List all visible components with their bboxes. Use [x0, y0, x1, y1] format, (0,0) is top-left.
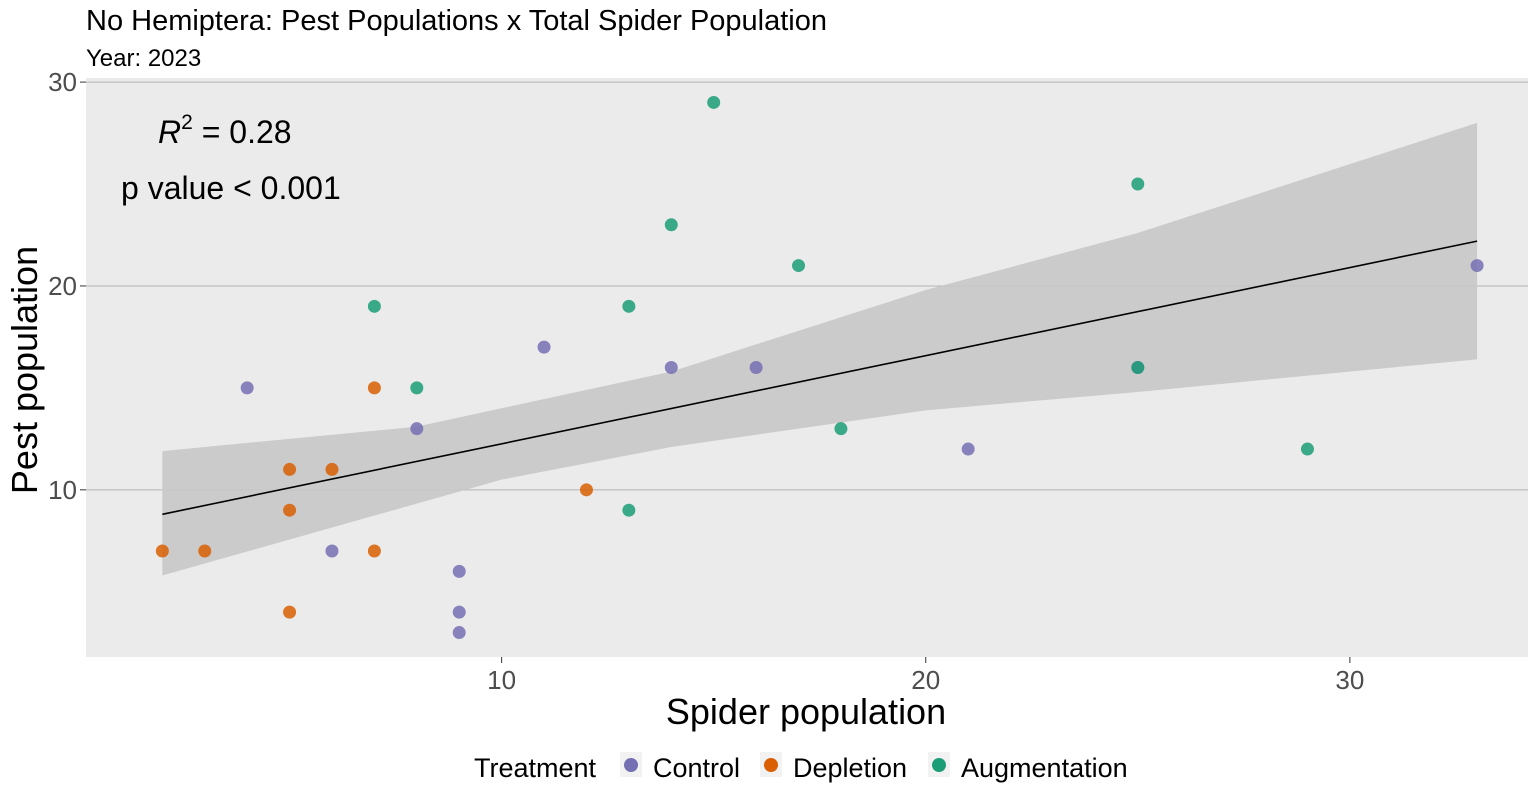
x-tick-label: 10 — [487, 665, 516, 695]
regression-line — [162, 240, 1478, 516]
point-augmentation — [622, 299, 636, 313]
point-control — [961, 442, 975, 456]
point-augmentation — [367, 299, 381, 313]
legend: Treatment Control Depletion Augmentation — [474, 752, 1128, 783]
point-depletion — [367, 381, 381, 395]
legend-item-control: Control — [620, 752, 740, 783]
point-depletion — [283, 503, 297, 517]
legend-key-control — [624, 758, 638, 772]
point-depletion — [283, 605, 297, 619]
point-depletion — [367, 544, 381, 558]
point-augmentation — [834, 422, 848, 436]
point-augmentation — [410, 381, 424, 395]
legend-label-control: Control — [653, 753, 740, 783]
point-control — [325, 544, 339, 558]
data-points — [155, 95, 1484, 640]
point-augmentation — [664, 218, 678, 232]
legend-key-depletion — [764, 758, 778, 772]
point-control — [240, 381, 254, 395]
point-augmentation — [1131, 177, 1145, 191]
chart-subtitle: Year: 2023 — [86, 45, 201, 72]
point-depletion — [325, 462, 339, 476]
point-control — [1470, 259, 1484, 273]
point-depletion — [155, 544, 169, 558]
chart-title: No Hemiptera: Pest Populations x Total S… — [86, 5, 827, 37]
legend-label-depletion: Depletion — [793, 753, 907, 783]
point-control — [749, 361, 763, 374]
x-tick-label: 20 — [911, 665, 940, 695]
r-squared-symbol: R — [158, 114, 181, 150]
point-depletion — [579, 483, 593, 497]
point-control — [537, 340, 551, 354]
legend-title: Treatment — [474, 753, 597, 783]
point-depletion — [283, 462, 297, 476]
r-squared-value: = 0.28 — [193, 114, 292, 150]
point-control — [452, 626, 466, 640]
p-value-annotation: p value < 0.001 — [121, 170, 341, 206]
legend-item-depletion: Depletion — [760, 752, 907, 783]
point-augmentation — [707, 95, 721, 109]
point-augmentation — [1131, 361, 1145, 374]
r-squared-annotation: R2 = 0.28 — [158, 111, 292, 150]
point-control — [452, 564, 466, 578]
point-control — [664, 361, 678, 374]
point-augmentation — [1300, 442, 1314, 456]
legend-key-augmentation — [932, 758, 946, 772]
x-axis-title: Spider population — [666, 691, 946, 732]
point-augmentation — [792, 259, 806, 273]
point-depletion — [198, 544, 212, 558]
legend-item-augmentation: Augmentation — [928, 752, 1128, 783]
y-tick-label: 10 — [48, 475, 77, 505]
legend-label-augmentation: Augmentation — [961, 753, 1128, 783]
point-control — [410, 422, 424, 436]
y-tick-label: 20 — [48, 271, 77, 301]
point-augmentation — [622, 503, 636, 517]
y-tick-label: 30 — [48, 67, 77, 97]
x-tick-label: 30 — [1335, 665, 1364, 695]
confidence-band — [162, 122, 1478, 576]
y-axis-title: Pest population — [4, 246, 45, 494]
r-squared-superscript: 2 — [181, 111, 193, 134]
y-axis-ticks: 10 20 30 — [48, 67, 86, 505]
point-control — [452, 605, 466, 619]
x-axis-ticks: 10 20 30 — [487, 657, 1364, 695]
